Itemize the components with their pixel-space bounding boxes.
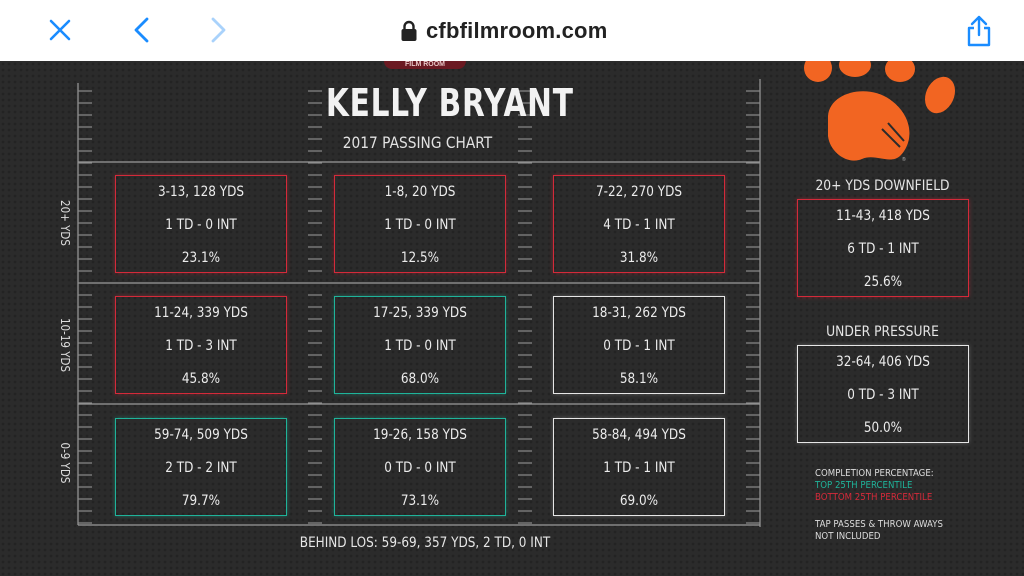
zone-pct: 79.7%: [181, 493, 221, 509]
football-field-lines: [77, 79, 761, 527]
downfield-heading: 20+ YDS DOWNFIELD: [815, 178, 950, 194]
zone-completions: 11-24, 339 YDS: [154, 305, 248, 321]
zone-completions: 17-25, 339 YDS: [373, 305, 467, 321]
behind-los-summary: BEHIND LOS: 59-69, 357 YDS, 2 TD, 0 INT: [299, 535, 551, 551]
downfield-completions: 11-43, 418 YDS: [836, 208, 930, 224]
zone-td-int: 1 TD - 3 INT: [165, 338, 237, 354]
legend-title: COMPLETION PERCENTAGE:: [815, 468, 934, 479]
zone-completions: 19-26, 158 YDS: [373, 427, 467, 443]
legend-note-line2: NOT INCLUDED: [815, 531, 881, 542]
zone-intermediate-middle: 17-25, 339 YDS 1 TD - 0 INT 68.0%: [334, 296, 506, 394]
zone-pct: 68.0%: [400, 371, 440, 387]
row-label-0-9: 0-9 YDS: [58, 442, 72, 484]
passing-chart-graphic: FILM ROOM ® KELLY BRYANT 2017 PASSING CH…: [0, 61, 1024, 576]
pressure-box: 32-64, 406 YDS 0 TD - 3 INT 50.0%: [797, 345, 969, 443]
zone-short-middle: 19-26, 158 YDS 0 TD - 0 INT 73.1%: [334, 418, 506, 516]
pressure-heading: UNDER PRESSURE: [826, 324, 939, 340]
zone-deep-middle: 1-8, 20 YDS 1 TD - 0 INT 12.5%: [334, 175, 506, 273]
lock-icon: [401, 20, 417, 41]
legend-top-percentile: TOP 25TH PERCENTILE: [815, 480, 913, 491]
pressure-td-int: 0 TD - 3 INT: [847, 387, 919, 403]
zone-td-int: 1 TD - 0 INT: [384, 338, 456, 354]
zone-deep-left: 3-13, 128 YDS 1 TD - 0 INT 23.1%: [115, 175, 287, 273]
zone-short-right: 58-84, 494 YDS 1 TD - 1 INT 69.0%: [553, 418, 725, 516]
zone-completions: 58-84, 494 YDS: [592, 427, 686, 443]
clemson-paw-logo: ®: [804, 61, 956, 163]
back-button[interactable]: [126, 14, 158, 46]
pressure-pct: 50.0%: [863, 420, 903, 436]
zone-td-int: 1 TD - 0 INT: [384, 217, 456, 233]
zone-short-left: 59-74, 509 YDS 2 TD - 2 INT 79.7%: [115, 418, 287, 516]
svg-text:®: ®: [902, 156, 906, 163]
zone-pct: 58.1%: [619, 371, 659, 387]
downfield-box: 11-43, 418 YDS 6 TD - 1 INT 25.6%: [797, 199, 969, 297]
browser-toolbar: cfbfilmroom.com: [0, 0, 1024, 61]
row-label-10-19: 10-19 YDS: [58, 317, 72, 373]
zone-pct: 69.0%: [619, 493, 659, 509]
back-icon: [134, 17, 149, 43]
share-icon: [967, 15, 991, 47]
zone-pct: 12.5%: [400, 250, 440, 266]
close-icon: [49, 19, 71, 41]
zone-completions: 59-74, 509 YDS: [154, 427, 248, 443]
zone-deep-right: 7-22, 270 YDS 4 TD - 1 INT 31.8%: [553, 175, 725, 273]
legend-note-line1: TAP PASSES & THROW AWAYS: [815, 519, 943, 530]
zone-td-int: 1 TD - 0 INT: [165, 217, 237, 233]
zone-td-int: 4 TD - 1 INT: [603, 217, 675, 233]
close-button[interactable]: [44, 14, 76, 46]
downfield-pct: 25.6%: [863, 274, 903, 290]
zone-td-int: 2 TD - 2 INT: [165, 460, 237, 476]
forward-icon: [211, 17, 226, 43]
zone-completions: 3-13, 128 YDS: [157, 184, 245, 200]
zone-pct: 45.8%: [181, 371, 221, 387]
forward-button[interactable]: [202, 14, 234, 46]
zone-completions: 1-8, 20 YDS: [384, 184, 456, 200]
share-button[interactable]: [962, 14, 996, 48]
legend-bottom-percentile: BOTTOM 25TH PERCENTILE: [815, 492, 933, 503]
url-text: cfbfilmroom.com: [426, 18, 608, 43]
zone-completions: 7-22, 270 YDS: [595, 184, 683, 200]
pressure-completions: 32-64, 406 YDS: [836, 354, 930, 370]
address-bar[interactable]: cfbfilmroom.com: [400, 16, 607, 46]
zone-intermediate-left: 11-24, 339 YDS 1 TD - 3 INT 45.8%: [115, 296, 287, 394]
zone-td-int: 0 TD - 0 INT: [384, 460, 456, 476]
zone-pct: 73.1%: [400, 493, 440, 509]
zone-pct: 23.1%: [181, 250, 221, 266]
zone-td-int: 0 TD - 1 INT: [603, 338, 675, 354]
downfield-td-int: 6 TD - 1 INT: [847, 241, 919, 257]
chart-subtitle: 2017 PASSING CHART: [342, 133, 493, 152]
zone-completions: 18-31, 262 YDS: [592, 305, 686, 321]
row-label-20-plus: 20+ YDS: [58, 200, 72, 246]
chart-title: KELLY BRYANT: [325, 81, 574, 125]
zone-intermediate-right: 18-31, 262 YDS 0 TD - 1 INT 58.1%: [553, 296, 725, 394]
zone-pct: 31.8%: [619, 250, 659, 266]
zone-td-int: 1 TD - 1 INT: [603, 460, 675, 476]
film-room-logo: FILM ROOM: [384, 61, 466, 69]
